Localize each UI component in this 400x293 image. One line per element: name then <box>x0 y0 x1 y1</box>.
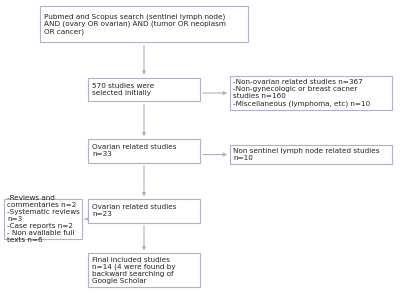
Text: 570 studies were
selected initially: 570 studies were selected initially <box>92 83 154 96</box>
FancyBboxPatch shape <box>88 78 200 101</box>
Text: Non sentinel lymph node related studies
n=10: Non sentinel lymph node related studies … <box>233 148 380 161</box>
FancyBboxPatch shape <box>230 76 392 110</box>
Text: Pubmed and Scopus search (sentinel lymph node)
AND (ovary OR ovarian) AND (tumor: Pubmed and Scopus search (sentinel lymph… <box>44 13 226 35</box>
Text: Ovarian related studies
n=23: Ovarian related studies n=23 <box>92 205 176 217</box>
FancyBboxPatch shape <box>4 199 82 239</box>
FancyBboxPatch shape <box>88 253 200 287</box>
Text: -Reviews and
commentaries n=2
-Systematic reviews
n=3
-Case reports n=2
- Non av: -Reviews and commentaries n=2 -Systemati… <box>7 195 80 243</box>
Text: Ovarian related studies
n=33: Ovarian related studies n=33 <box>92 144 176 157</box>
FancyBboxPatch shape <box>88 139 200 163</box>
FancyBboxPatch shape <box>88 199 200 223</box>
FancyBboxPatch shape <box>230 145 392 164</box>
FancyBboxPatch shape <box>40 6 248 42</box>
Text: Final included studies
n=14 (4 were found by
backward searching of
Google Schola: Final included studies n=14 (4 were foun… <box>92 257 176 284</box>
Text: -Non-ovarian related studies n=367
-Non-gynecologic or breast cacner
studies n=1: -Non-ovarian related studies n=367 -Non-… <box>233 79 370 107</box>
